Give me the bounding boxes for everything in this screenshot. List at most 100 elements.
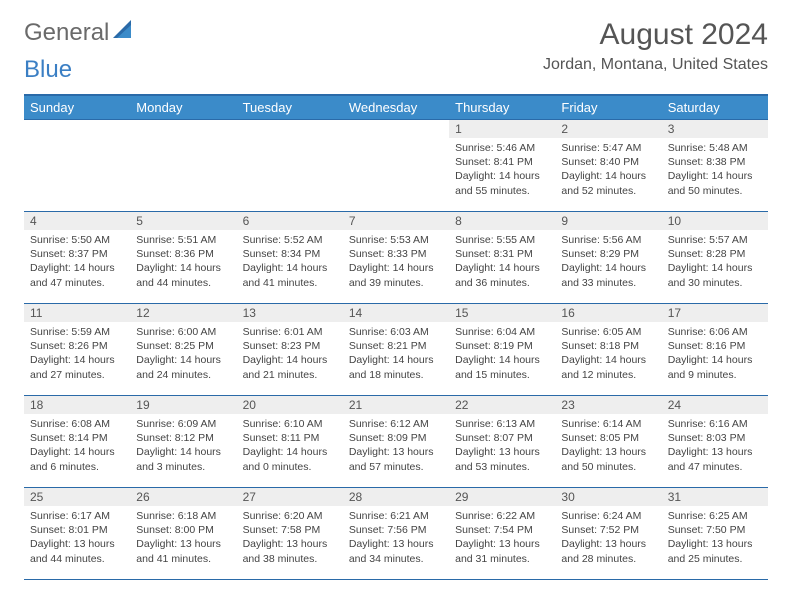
day-details: Sunrise: 6:05 AMSunset: 8:18 PMDaylight:… (555, 322, 661, 386)
calendar-table: SundayMondayTuesdayWednesdayThursdayFrid… (24, 94, 768, 580)
calendar-day-cell: 24Sunrise: 6:16 AMSunset: 8:03 PMDayligh… (662, 396, 768, 488)
calendar-day-cell: 22Sunrise: 6:13 AMSunset: 8:07 PMDayligh… (449, 396, 555, 488)
day-details: Sunrise: 5:55 AMSunset: 8:31 PMDaylight:… (449, 230, 555, 294)
day-number: 10 (662, 212, 768, 230)
day-details: Sunrise: 6:09 AMSunset: 8:12 PMDaylight:… (130, 414, 236, 478)
calendar-day-cell: 12Sunrise: 6:00 AMSunset: 8:25 PMDayligh… (130, 304, 236, 396)
calendar-day-cell: 29Sunrise: 6:22 AMSunset: 7:54 PMDayligh… (449, 488, 555, 580)
calendar-day-cell (24, 120, 130, 212)
calendar-day-cell: 31Sunrise: 6:25 AMSunset: 7:50 PMDayligh… (662, 488, 768, 580)
day-details: Sunrise: 5:56 AMSunset: 8:29 PMDaylight:… (555, 230, 661, 294)
calendar-day-cell: 8Sunrise: 5:55 AMSunset: 8:31 PMDaylight… (449, 212, 555, 304)
day-details: Sunrise: 6:17 AMSunset: 8:01 PMDaylight:… (24, 506, 130, 570)
day-details: Sunrise: 6:16 AMSunset: 8:03 PMDaylight:… (662, 414, 768, 478)
day-header: Sunday (24, 95, 130, 120)
day-number: 29 (449, 488, 555, 506)
calendar-day-cell: 23Sunrise: 6:14 AMSunset: 8:05 PMDayligh… (555, 396, 661, 488)
day-number: 20 (237, 396, 343, 414)
calendar-week-row: 18Sunrise: 6:08 AMSunset: 8:14 PMDayligh… (24, 396, 768, 488)
calendar-day-cell: 25Sunrise: 6:17 AMSunset: 8:01 PMDayligh… (24, 488, 130, 580)
calendar-day-cell: 27Sunrise: 6:20 AMSunset: 7:58 PMDayligh… (237, 488, 343, 580)
calendar-week-row: 11Sunrise: 5:59 AMSunset: 8:26 PMDayligh… (24, 304, 768, 396)
day-number: 1 (449, 120, 555, 138)
calendar-day-cell: 16Sunrise: 6:05 AMSunset: 8:18 PMDayligh… (555, 304, 661, 396)
day-number: 6 (237, 212, 343, 230)
day-number: 22 (449, 396, 555, 414)
calendar-day-cell: 4Sunrise: 5:50 AMSunset: 8:37 PMDaylight… (24, 212, 130, 304)
day-number: 19 (130, 396, 236, 414)
calendar-day-cell (343, 120, 449, 212)
calendar-day-cell: 15Sunrise: 6:04 AMSunset: 8:19 PMDayligh… (449, 304, 555, 396)
day-details: Sunrise: 6:21 AMSunset: 7:56 PMDaylight:… (343, 506, 449, 570)
calendar-week-row: 4Sunrise: 5:50 AMSunset: 8:37 PMDaylight… (24, 212, 768, 304)
day-number: 30 (555, 488, 661, 506)
logo-sail-icon (113, 18, 139, 47)
day-number: 12 (130, 304, 236, 322)
calendar-day-cell: 21Sunrise: 6:12 AMSunset: 8:09 PMDayligh… (343, 396, 449, 488)
calendar-day-cell: 14Sunrise: 6:03 AMSunset: 8:21 PMDayligh… (343, 304, 449, 396)
day-details: Sunrise: 6:08 AMSunset: 8:14 PMDaylight:… (24, 414, 130, 478)
day-details: Sunrise: 6:03 AMSunset: 8:21 PMDaylight:… (343, 322, 449, 386)
day-number: 11 (24, 304, 130, 322)
day-number: 13 (237, 304, 343, 322)
day-number: 23 (555, 396, 661, 414)
day-details: Sunrise: 5:59 AMSunset: 8:26 PMDaylight:… (24, 322, 130, 386)
calendar-header-row: SundayMondayTuesdayWednesdayThursdayFrid… (24, 95, 768, 120)
day-header: Saturday (662, 95, 768, 120)
day-details: Sunrise: 5:50 AMSunset: 8:37 PMDaylight:… (24, 230, 130, 294)
day-details: Sunrise: 6:10 AMSunset: 8:11 PMDaylight:… (237, 414, 343, 478)
day-number: 16 (555, 304, 661, 322)
location: Jordan, Montana, United States (543, 56, 768, 74)
day-details: Sunrise: 6:13 AMSunset: 8:07 PMDaylight:… (449, 414, 555, 478)
day-number: 2 (555, 120, 661, 138)
day-header: Tuesday (237, 95, 343, 120)
day-number: 27 (237, 488, 343, 506)
calendar-day-cell: 17Sunrise: 6:06 AMSunset: 8:16 PMDayligh… (662, 304, 768, 396)
day-details: Sunrise: 6:22 AMSunset: 7:54 PMDaylight:… (449, 506, 555, 570)
logo-text-blue: Blue (24, 56, 72, 84)
day-number: 15 (449, 304, 555, 322)
calendar-day-cell: 20Sunrise: 6:10 AMSunset: 8:11 PMDayligh… (237, 396, 343, 488)
day-details: Sunrise: 6:01 AMSunset: 8:23 PMDaylight:… (237, 322, 343, 386)
day-details: Sunrise: 6:25 AMSunset: 7:50 PMDaylight:… (662, 506, 768, 570)
calendar-day-cell: 18Sunrise: 6:08 AMSunset: 8:14 PMDayligh… (24, 396, 130, 488)
calendar-day-cell (130, 120, 236, 212)
calendar-day-cell: 5Sunrise: 5:51 AMSunset: 8:36 PMDaylight… (130, 212, 236, 304)
calendar-day-cell (237, 120, 343, 212)
day-number: 3 (662, 120, 768, 138)
calendar-day-cell: 11Sunrise: 5:59 AMSunset: 8:26 PMDayligh… (24, 304, 130, 396)
day-details: Sunrise: 6:12 AMSunset: 8:09 PMDaylight:… (343, 414, 449, 478)
day-number: 25 (24, 488, 130, 506)
calendar-week-row: 1Sunrise: 5:46 AMSunset: 8:41 PMDaylight… (24, 120, 768, 212)
day-number: 28 (343, 488, 449, 506)
day-header: Monday (130, 95, 236, 120)
calendar-day-cell: 30Sunrise: 6:24 AMSunset: 7:52 PMDayligh… (555, 488, 661, 580)
day-number: 21 (343, 396, 449, 414)
day-details: Sunrise: 6:04 AMSunset: 8:19 PMDaylight:… (449, 322, 555, 386)
title-block: August 2024 Jordan, Montana, United Stat… (543, 18, 768, 74)
day-number: 8 (449, 212, 555, 230)
day-number: 4 (24, 212, 130, 230)
calendar-day-cell: 2Sunrise: 5:47 AMSunset: 8:40 PMDaylight… (555, 120, 661, 212)
day-header: Wednesday (343, 95, 449, 120)
calendar-day-cell: 7Sunrise: 5:53 AMSunset: 8:33 PMDaylight… (343, 212, 449, 304)
calendar-day-cell: 10Sunrise: 5:57 AMSunset: 8:28 PMDayligh… (662, 212, 768, 304)
day-number: 18 (24, 396, 130, 414)
day-number: 7 (343, 212, 449, 230)
day-details: Sunrise: 5:48 AMSunset: 8:38 PMDaylight:… (662, 138, 768, 202)
calendar-day-cell: 19Sunrise: 6:09 AMSunset: 8:12 PMDayligh… (130, 396, 236, 488)
day-details: Sunrise: 6:14 AMSunset: 8:05 PMDaylight:… (555, 414, 661, 478)
calendar-day-cell: 26Sunrise: 6:18 AMSunset: 8:00 PMDayligh… (130, 488, 236, 580)
day-number: 9 (555, 212, 661, 230)
day-number: 26 (130, 488, 236, 506)
day-details: Sunrise: 6:18 AMSunset: 8:00 PMDaylight:… (130, 506, 236, 570)
day-number: 17 (662, 304, 768, 322)
calendar-day-cell: 9Sunrise: 5:56 AMSunset: 8:29 PMDaylight… (555, 212, 661, 304)
day-details: Sunrise: 6:06 AMSunset: 8:16 PMDaylight:… (662, 322, 768, 386)
day-details: Sunrise: 6:24 AMSunset: 7:52 PMDaylight:… (555, 506, 661, 570)
day-number: 24 (662, 396, 768, 414)
logo-text-general: General (24, 19, 109, 47)
day-details: Sunrise: 5:53 AMSunset: 8:33 PMDaylight:… (343, 230, 449, 294)
calendar-week-row: 25Sunrise: 6:17 AMSunset: 8:01 PMDayligh… (24, 488, 768, 580)
calendar-day-cell: 6Sunrise: 5:52 AMSunset: 8:34 PMDaylight… (237, 212, 343, 304)
